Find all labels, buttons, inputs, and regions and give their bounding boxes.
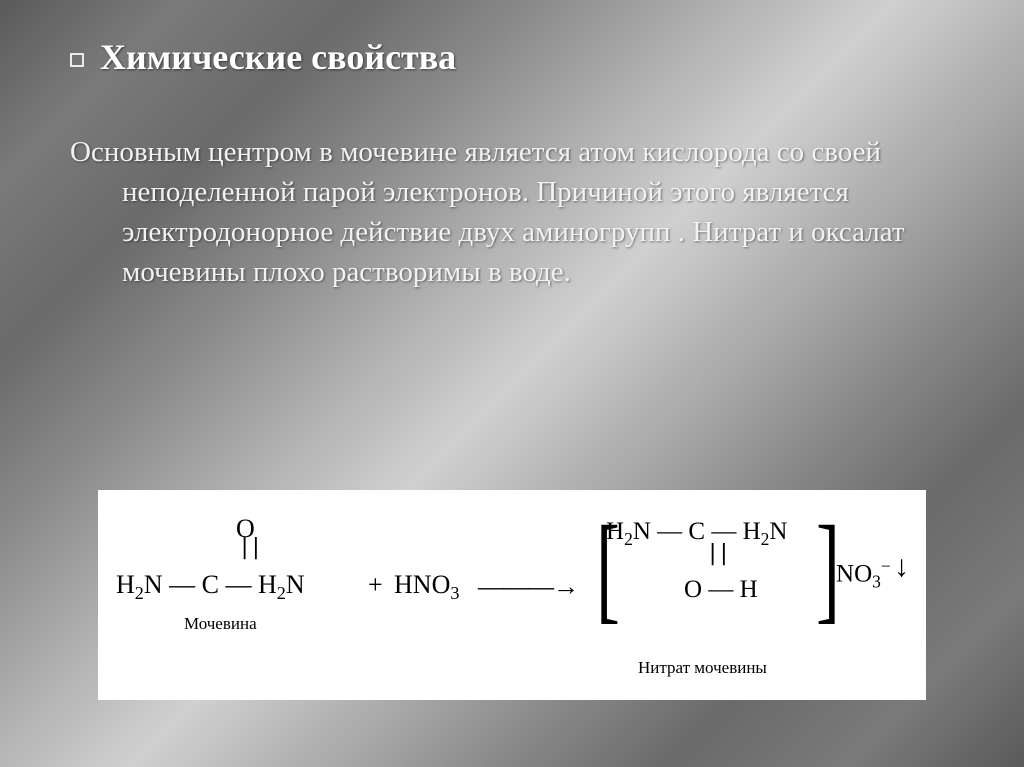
atom-O: O (684, 576, 702, 603)
product-label: Нитрат мочевины (638, 658, 767, 678)
frag-h2n-a: H2N (606, 518, 651, 545)
title-row: Химические свойства (70, 36, 954, 78)
slide: Химические свойства Основным центром в м… (0, 0, 1024, 767)
double-bond-icon: || (706, 548, 729, 559)
chemical-reaction-panel: O || H2N — C — H2N Мочевина + HNO3 ———→ … (98, 490, 926, 700)
product-row2: O — H (684, 576, 758, 604)
product-anion-no3: NO3− (836, 556, 891, 592)
double-bond-icon: || (238, 542, 261, 553)
bond: — (702, 576, 740, 603)
slide-body-text: Основным центром в мочевине является ато… (122, 132, 954, 292)
bond: — (163, 570, 202, 599)
product-cation: H2N — C — H2N || O — H (606, 518, 787, 550)
atom-C: C (688, 518, 705, 545)
reaction-equation: O || H2N — C — H2N Мочевина + HNO3 ———→ … (98, 490, 926, 700)
bullet-square-icon (70, 53, 84, 67)
bond: — (651, 518, 689, 545)
plus-sign: + (368, 570, 383, 600)
atom-H: H (740, 576, 758, 603)
reactant-hno3: HNO3 (394, 570, 459, 604)
frag-h2n-a: H2N (116, 570, 163, 599)
slide-title: Химические свойства (100, 36, 456, 78)
bond: — (219, 570, 258, 599)
reaction-arrow-icon: ———→ (478, 572, 578, 602)
precipitate-arrow-icon: ↓ (894, 550, 909, 584)
frag-h2n-b: H2N (258, 570, 305, 599)
urea-chain: H2N — C — H2N (116, 570, 305, 604)
atom-C: C (202, 570, 219, 599)
product-row1: H2N — C — H2N (606, 518, 787, 545)
frag-h2n-b: H2N (743, 518, 788, 545)
reactant-label-urea: Мочевина (184, 614, 257, 634)
